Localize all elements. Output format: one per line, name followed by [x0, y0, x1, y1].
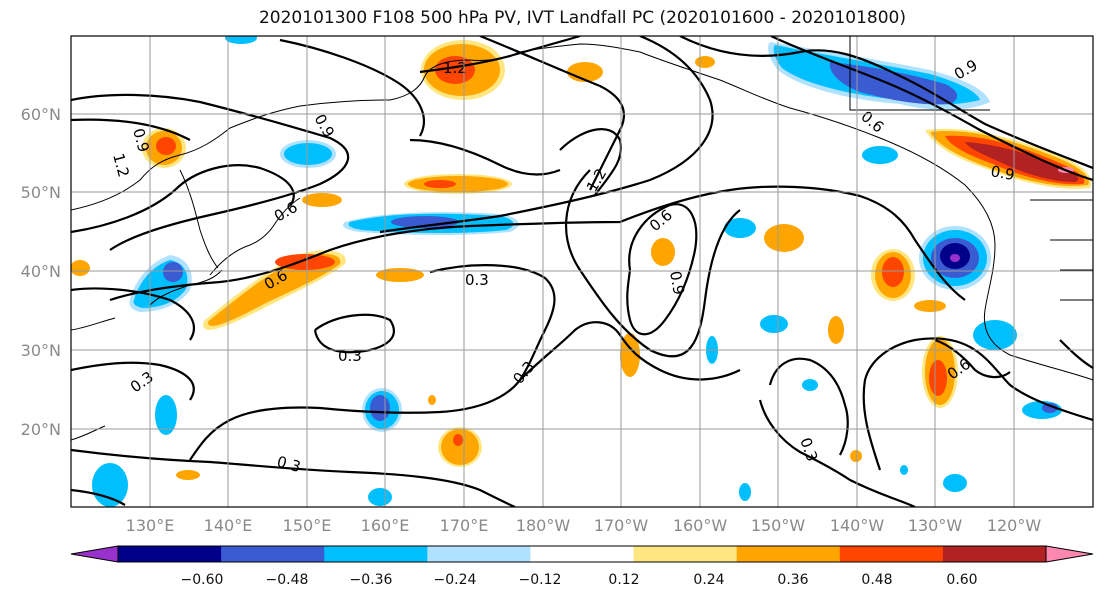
lon-label: 150°E	[283, 516, 332, 535]
colorbar-bin	[221, 546, 325, 562]
colorbar-bin	[427, 546, 531, 562]
contour-label: 0.3	[338, 347, 362, 365]
colorbar-bin	[118, 546, 222, 562]
lon-label: 130°E	[126, 516, 175, 535]
lat-label: 40°N	[21, 262, 61, 281]
colorbar-label: 0.12	[608, 572, 639, 588]
colorbar-extend-low	[71, 546, 118, 562]
colorbar-label: −0.60	[181, 572, 224, 588]
colorbar-label: 0.48	[861, 572, 892, 588]
colorbar-label: 0.24	[693, 572, 724, 588]
lon-label: 160°W	[673, 516, 728, 535]
colorbar-bin	[942, 546, 1047, 562]
lon-label: 130°W	[908, 516, 963, 535]
colorbar-label: 0.60	[946, 572, 977, 588]
longitude-labels: 130°E 140°E 150°E 160°E 170°E 180°W 170°…	[126, 516, 1042, 535]
map-title: 2020101300 F108 500 hPa PV, IVT Landfall…	[258, 8, 906, 28]
lat-label: 20°N	[21, 420, 61, 439]
colorbar-label: −0.24	[434, 572, 477, 588]
lon-label: 140°W	[830, 516, 885, 535]
contour-label: 0.9	[129, 126, 153, 154]
colorbar-bin	[736, 546, 841, 562]
colorbar-bin	[633, 546, 738, 562]
colorbar-label: −0.12	[519, 572, 562, 588]
lon-label: 160°E	[361, 516, 410, 535]
colorbar-label: 0.36	[777, 572, 808, 588]
lon-label: 150°W	[751, 516, 806, 535]
contour-label: 0.9	[989, 162, 1016, 184]
colorbar-label: −0.48	[266, 572, 309, 588]
lat-label: 30°N	[21, 341, 61, 360]
lat-label: 60°N	[21, 105, 61, 124]
lon-label: 170°E	[440, 516, 489, 535]
lon-label: 140°E	[204, 516, 253, 535]
colorbar-bins	[118, 546, 1047, 562]
gridlines	[71, 36, 1093, 507]
latitude-labels: 60°N 50°N 40°N 30°N 20°N	[21, 105, 61, 439]
map-frame	[70, 35, 1094, 508]
colorbar-bin	[530, 546, 635, 562]
contour-label: 0.9	[666, 270, 688, 297]
lat-label: 50°N	[21, 183, 61, 202]
contour-label: 1.2	[109, 151, 133, 179]
contour-label: 0.3	[465, 271, 489, 289]
colorbar-bin	[839, 546, 944, 562]
colorbar-label: −0.36	[350, 572, 393, 588]
colorbar: −0.60 −0.48 −0.36 −0.24 −0.12 0.12 0.24 …	[70, 545, 1094, 588]
lon-label: 170°W	[594, 516, 649, 535]
contour-label: 1.2	[443, 59, 467, 77]
lon-label: 120°W	[987, 516, 1042, 535]
colorbar-extend-high	[1046, 546, 1093, 562]
lon-label: 180°W	[516, 516, 571, 535]
colorbar-bin	[324, 546, 428, 562]
contour-label: 0.3	[275, 452, 303, 476]
